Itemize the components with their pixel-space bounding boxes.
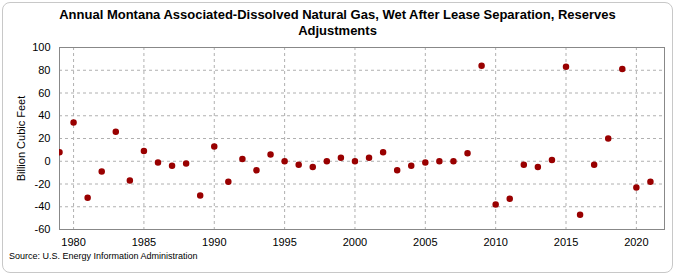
svg-text:Billion Cubic Feet: Billion Cubic Feet [15,96,27,182]
svg-text:20: 20 [38,132,50,144]
svg-text:2015: 2015 [554,236,578,248]
svg-text:2000: 2000 [343,236,367,248]
svg-text:40: 40 [38,109,50,121]
svg-text:2005: 2005 [413,236,437,248]
svg-text:60: 60 [38,87,50,99]
svg-text:-20: -20 [35,178,51,190]
svg-text:1985: 1985 [132,236,156,248]
svg-text:1980: 1980 [61,236,85,248]
svg-text:2020: 2020 [624,236,648,248]
svg-text:0: 0 [44,155,50,167]
svg-text:-60: -60 [35,223,51,235]
html-text:Annual Montana Associated-Diss: Annual Montana Associated-Dissolved Natu… [59,7,616,38]
svg-text:80: 80 [38,64,50,76]
svg-text:1990: 1990 [202,236,226,248]
svg-text:100: 100 [32,41,50,53]
svg-text:-40: -40 [35,200,51,212]
html-text:Source: U.S. Energy Informatio: Source: U.S. Energy Information Administ… [9,251,198,261]
svg-text:1995: 1995 [272,236,296,248]
svg-text:2010: 2010 [483,236,507,248]
